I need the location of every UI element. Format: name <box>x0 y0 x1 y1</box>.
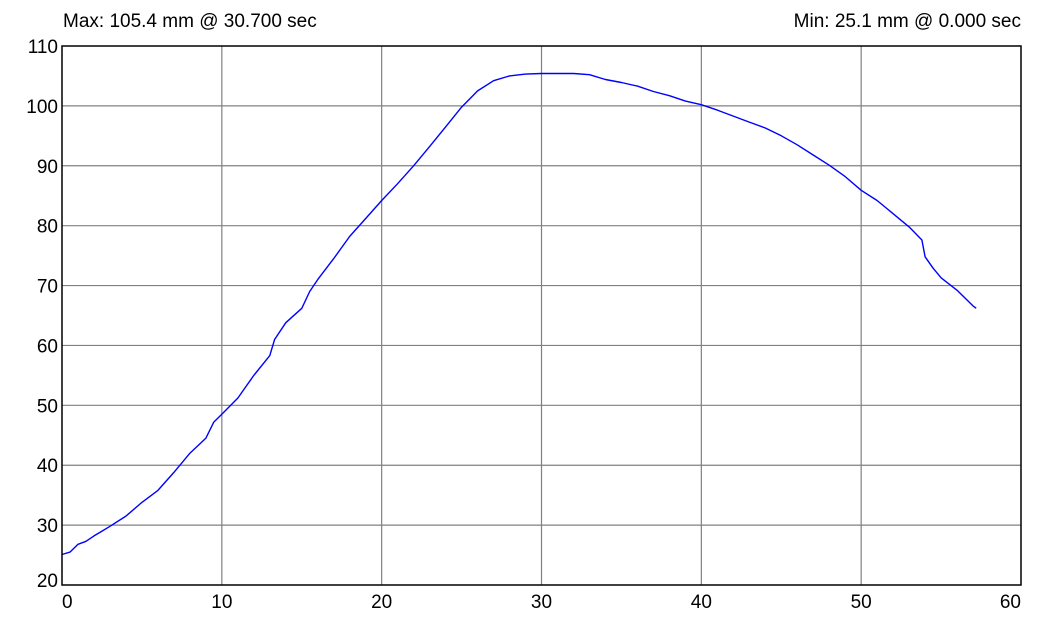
y-tick-label: 90 <box>37 157 58 178</box>
max-label: Max: 105.4 mm @ 30.700 sec <box>63 11 317 32</box>
plot-frame <box>61 45 1022 586</box>
x-tick-label: 0 <box>62 592 73 613</box>
y-tick-label: 70 <box>37 277 58 298</box>
y-tick-label: 20 <box>37 571 58 592</box>
y-tick-label: 110 <box>28 37 58 58</box>
y-tick-label: 30 <box>37 516 58 537</box>
x-tick-label: 60 <box>1000 592 1021 613</box>
tick-labels: 0 10 20 30 40 50 60 20 30 40 50 60 70 80 90 100 110 <box>26 37 1021 613</box>
x-tick-label: 30 <box>531 592 552 613</box>
series <box>61 72 977 556</box>
series-line-1 <box>61 72 977 556</box>
y-tick-label: 100 <box>26 97 58 118</box>
x-tick-label: 10 <box>211 592 232 613</box>
y-tick-label: 50 <box>37 396 58 417</box>
x-tick-label: 20 <box>371 592 392 613</box>
y-tick-label: 80 <box>37 217 58 238</box>
x-tick-label: 40 <box>691 592 712 613</box>
y-tick-label: 40 <box>37 456 58 477</box>
y-tick-label: 60 <box>37 336 58 357</box>
min-label: Min: 25.1 mm @ 0.000 sec <box>794 11 1021 32</box>
x-tick-label: 50 <box>851 592 872 613</box>
grid <box>62 46 1021 585</box>
